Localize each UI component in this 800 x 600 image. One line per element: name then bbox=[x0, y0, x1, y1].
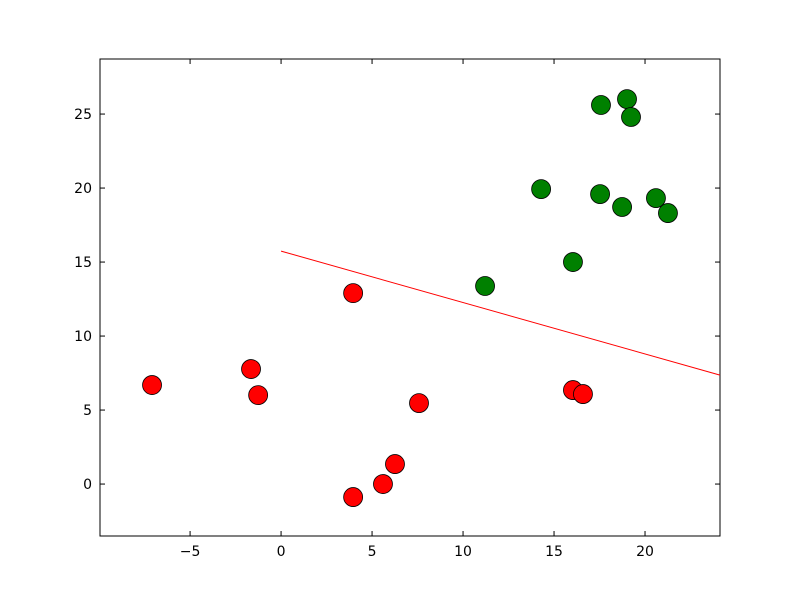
point bbox=[617, 89, 637, 110]
point bbox=[531, 179, 552, 199]
y-tick-label: 15 bbox=[74, 255, 92, 271]
point bbox=[142, 375, 162, 395]
y-tick-label: 5 bbox=[83, 403, 92, 419]
x-tick-label: 5 bbox=[368, 544, 377, 560]
fit-line bbox=[280, 250, 721, 376]
point bbox=[409, 393, 429, 413]
y-tick-label: 0 bbox=[83, 477, 92, 493]
y-tick-label: 10 bbox=[74, 329, 92, 345]
point bbox=[658, 203, 678, 223]
y-tick-label: 25 bbox=[74, 107, 92, 123]
point bbox=[612, 197, 632, 217]
point bbox=[563, 252, 583, 272]
point bbox=[343, 283, 364, 304]
point bbox=[373, 474, 393, 494]
x-tick-label: −5 bbox=[180, 544, 201, 560]
point bbox=[646, 188, 666, 209]
point bbox=[591, 95, 611, 115]
point bbox=[343, 487, 364, 507]
x-tick-label: 20 bbox=[636, 544, 654, 560]
x-tick-label: 10 bbox=[454, 544, 472, 560]
x-tick-label: 0 bbox=[277, 544, 286, 560]
point bbox=[573, 384, 593, 404]
point bbox=[241, 359, 261, 379]
x-tick-label: 15 bbox=[545, 544, 563, 560]
point bbox=[475, 276, 495, 296]
point bbox=[248, 385, 269, 406]
plot-area bbox=[99, 58, 721, 537]
y-tick-label: 20 bbox=[74, 181, 92, 197]
point bbox=[621, 107, 641, 127]
point bbox=[590, 184, 610, 205]
point bbox=[385, 454, 405, 474]
